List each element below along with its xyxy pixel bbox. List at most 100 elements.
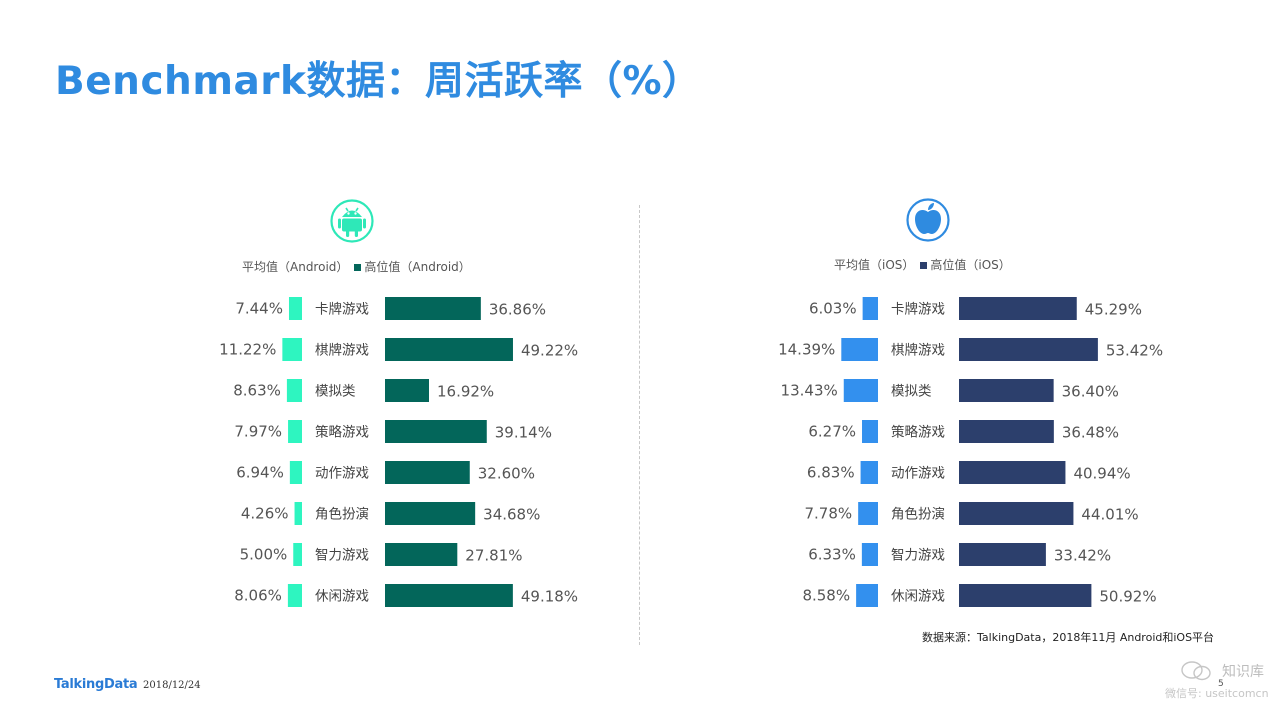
ios-avg-label: 14.39%	[778, 341, 835, 359]
ios-category-label: 智力游戏	[891, 548, 945, 564]
ios-legend: 平均值（iOS） 高位值（iOS）	[834, 256, 1011, 273]
ios-high-bar	[959, 502, 1074, 525]
ios-avg-label: 6.83%	[807, 464, 855, 482]
android-high-bar	[385, 584, 513, 607]
ios-category-label: 角色扮演	[891, 506, 945, 523]
legend-ios-high: 高位值（iOS）	[930, 258, 1011, 272]
android-avg-label: 5.00%	[240, 546, 288, 564]
ios-high-bar	[959, 543, 1046, 566]
android-high-label: 27.81%	[465, 547, 522, 565]
wechat-icon	[1180, 660, 1216, 686]
android-legend: 平均值（Android） 高位值（Android）	[242, 258, 471, 275]
ios-avg-label: 6.27%	[808, 423, 856, 441]
ios-high-label: 44.01%	[1081, 506, 1138, 524]
ios-avg-label: 6.03%	[809, 300, 857, 318]
android-category-label: 休闲游戏	[315, 589, 369, 605]
android-high-bar	[385, 420, 487, 443]
android-avg-bar	[289, 461, 302, 484]
ios-high-bar	[959, 461, 1066, 484]
page-number: 5	[1218, 679, 1224, 689]
ios-category-label: 模拟类	[891, 384, 932, 400]
ios-avg-label: 7.78%	[805, 505, 853, 523]
android-category-label: 模拟类	[315, 384, 356, 400]
data-source-note: 数据来源：TalkingData，2018年11月 Android和iOS平台	[922, 631, 1215, 644]
legend-android-avg: 平均值（Android）	[242, 260, 349, 274]
android-avg-bar	[287, 584, 302, 607]
talkingdata-logo: TalkingData	[54, 677, 138, 692]
ios-avg-bar	[841, 338, 878, 361]
ios-high-bar	[959, 297, 1077, 320]
ios-high-bar	[959, 584, 1092, 607]
ios-category-label: 棋牌游戏	[891, 342, 945, 359]
android-avg-label: 8.06%	[234, 587, 282, 605]
android-avg-bar	[293, 543, 302, 566]
watermark-id: 微信号: useitcomcn	[1165, 687, 1269, 700]
android-high-bar	[385, 338, 513, 361]
android-high-label: 32.60%	[478, 465, 535, 483]
android-category-label: 动作游戏	[315, 466, 369, 482]
ios-category-label: 卡牌游戏	[891, 301, 945, 318]
ios-avg-label: 13.43%	[781, 382, 838, 400]
android-avg-bar	[288, 297, 302, 320]
android-high-label: 49.18%	[521, 588, 578, 606]
android-avg-bar	[294, 502, 302, 525]
ios-high-label: 36.48%	[1062, 424, 1119, 442]
android-category-label: 策略游戏	[315, 424, 369, 441]
panel-divider	[639, 205, 640, 645]
page-title: Benchmark数据：周活跃率（%）	[55, 59, 702, 104]
android-avg-label: 7.44%	[235, 300, 283, 318]
watermark-name: 知识库	[1222, 664, 1264, 680]
android-avg-bar	[282, 338, 302, 361]
android-high-bar	[385, 543, 458, 566]
ios-high-label: 33.42%	[1054, 547, 1111, 565]
ios-high-label: 53.42%	[1106, 342, 1163, 360]
ios-high-bar	[959, 420, 1054, 443]
android-avg-label: 8.63%	[233, 382, 281, 400]
android-icon	[330, 199, 374, 247]
android-high-bar	[385, 379, 429, 402]
android-avg-label: 4.26%	[241, 505, 289, 523]
android-avg-label: 6.94%	[236, 464, 284, 482]
ios-category-label: 策略游戏	[891, 424, 945, 441]
android-high-label: 34.68%	[483, 506, 540, 524]
ios-avg-bar	[858, 502, 878, 525]
legend-ios-avg: 平均值（iOS）	[834, 258, 915, 272]
android-avg-bar	[286, 379, 302, 402]
android-high-label: 49.22%	[521, 342, 578, 360]
android-high-label: 36.86%	[489, 301, 546, 319]
android-category-label: 角色扮演	[315, 506, 369, 523]
android-high-label: 39.14%	[495, 424, 552, 442]
ios-avg-bar	[861, 543, 878, 566]
ios-category-label: 休闲游戏	[891, 589, 945, 605]
ios-high-label: 36.40%	[1062, 383, 1119, 401]
android-avg-label: 11.22%	[219, 341, 276, 359]
ios-avg-bar	[856, 584, 878, 607]
apple-icon	[906, 198, 950, 246]
ios-category-label: 动作游戏	[891, 466, 945, 482]
ios-high-label: 40.94%	[1073, 465, 1130, 483]
android-high-bar	[385, 502, 476, 525]
android-avg-label: 7.97%	[234, 423, 282, 441]
android-category-label: 卡牌游戏	[315, 301, 369, 318]
android-high-bar	[385, 297, 481, 320]
ios-avg-label: 6.33%	[808, 546, 856, 564]
legend-android-high: 高位值（Android）	[364, 260, 471, 274]
ios-high-bar	[959, 379, 1054, 402]
android-high-label: 16.92%	[437, 383, 494, 401]
ios-avg-label: 8.58%	[802, 587, 850, 605]
android-category-label: 棋牌游戏	[315, 342, 369, 359]
android-high-bar	[385, 461, 470, 484]
android-category-label: 智力游戏	[315, 548, 369, 564]
ios-high-label: 50.92%	[1099, 588, 1156, 606]
footer-date: 2018/12/24	[143, 680, 201, 691]
ios-high-bar	[959, 338, 1098, 361]
ios-avg-bar	[860, 461, 878, 484]
ios-avg-bar	[862, 420, 878, 443]
android-avg-bar	[288, 420, 302, 443]
ios-avg-bar	[862, 297, 878, 320]
ios-avg-bar	[843, 379, 878, 402]
legend-ios-high-swatch	[920, 261, 928, 269]
ios-high-label: 45.29%	[1085, 301, 1142, 319]
legend-android-high-swatch	[354, 263, 362, 271]
